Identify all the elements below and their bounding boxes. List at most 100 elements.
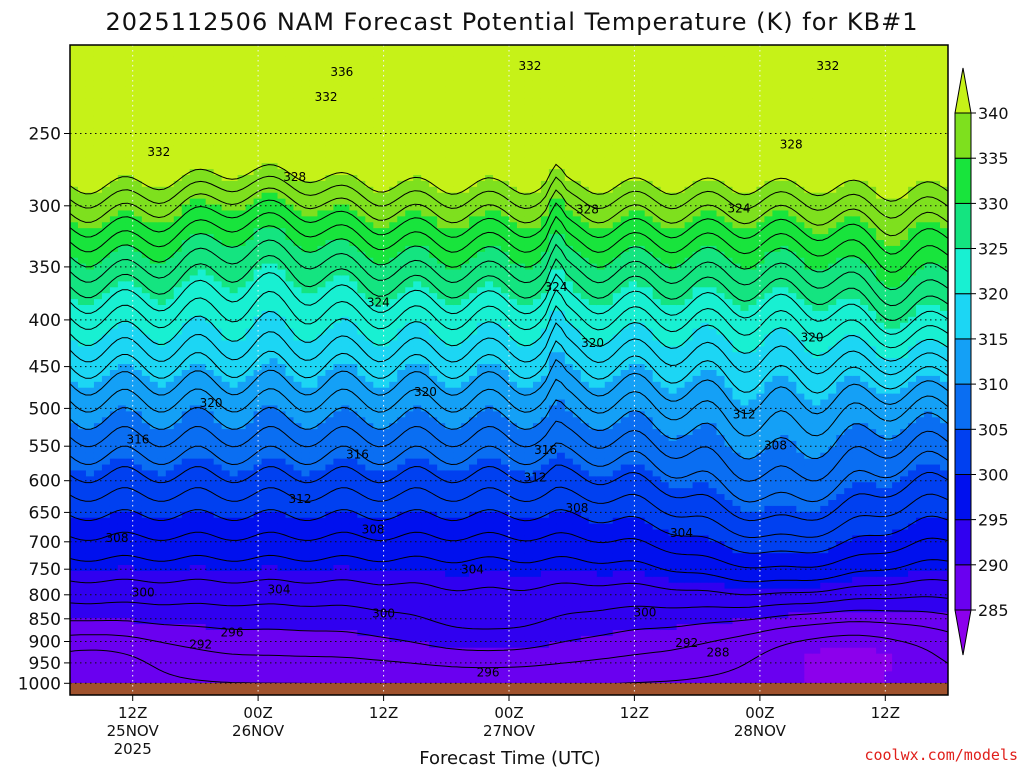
heatmap-cell — [413, 618, 422, 625]
heatmap-cell — [357, 665, 366, 672]
heatmap-cell — [245, 104, 255, 111]
heatmap-cell — [157, 240, 167, 247]
heatmap-cell — [373, 251, 382, 259]
heatmap-cell — [381, 293, 390, 300]
heatmap-cell — [117, 98, 127, 105]
heatmap-cell — [261, 606, 271, 613]
heatmap-cell — [93, 671, 103, 678]
heatmap-cell — [109, 594, 119, 602]
heatmap-cell — [381, 299, 390, 306]
heatmap-cell — [109, 305, 119, 312]
heatmap-cell — [357, 630, 366, 637]
heatmap-cell — [397, 50, 406, 58]
heatmap-cell — [365, 228, 374, 235]
heatmap-cell — [333, 547, 342, 554]
heatmap-cell — [397, 68, 406, 76]
heatmap-cell — [221, 310, 231, 318]
heatmap-cell — [189, 511, 199, 519]
heatmap-cell — [205, 482, 215, 489]
heatmap-cell — [421, 647, 430, 655]
heatmap-cell — [349, 121, 358, 129]
heatmap-cell — [205, 393, 215, 401]
heatmap-cell — [237, 606, 247, 613]
heatmap-cell — [229, 523, 239, 531]
heatmap-cell — [93, 482, 103, 489]
heatmap-cell — [157, 452, 167, 460]
heatmap-cell — [389, 133, 398, 141]
heatmap-cell — [349, 364, 358, 371]
heatmap-cell — [413, 50, 422, 58]
heatmap-cell — [365, 281, 374, 288]
heatmap-cell — [149, 535, 159, 542]
heatmap-cell — [109, 334, 119, 342]
heatmap-cell — [309, 334, 319, 342]
heatmap-cell — [189, 316, 199, 324]
heatmap-cell — [189, 186, 199, 194]
heatmap-cell — [229, 322, 239, 330]
heatmap-cell — [405, 358, 414, 365]
heatmap-cell — [221, 157, 231, 164]
heatmap-cell — [269, 98, 279, 105]
heatmap-cell — [213, 576, 223, 584]
heatmap-cell — [93, 523, 103, 531]
heatmap-cell — [261, 157, 271, 164]
heatmap-cell — [373, 647, 382, 655]
heatmap-cell — [237, 340, 247, 347]
chart-title: 2025112506 NAM Forecast Potential Temper… — [106, 8, 919, 36]
heatmap-cell — [317, 606, 327, 613]
heatmap-cell — [269, 387, 279, 395]
heatmap-cell — [333, 559, 342, 566]
heatmap-cell — [405, 494, 414, 501]
heatmap-cell — [381, 641, 390, 649]
heatmap-cell — [389, 110, 398, 117]
heatmap-cell — [357, 470, 366, 477]
heatmap-cell — [237, 429, 247, 436]
heatmap-cell — [157, 364, 167, 371]
heatmap-cell — [245, 115, 255, 123]
heatmap-cell — [229, 381, 239, 389]
heatmap-cell — [277, 316, 287, 324]
heatmap-cell — [405, 334, 414, 342]
heatmap-cell — [333, 68, 342, 76]
heatmap-cell — [189, 222, 199, 229]
heatmap-cell — [349, 458, 358, 466]
heatmap-cell — [421, 169, 430, 176]
heatmap-cell — [181, 145, 191, 152]
heatmap-cell — [165, 45, 175, 52]
heatmap-cell — [181, 50, 191, 58]
heatmap-cell — [381, 417, 390, 424]
heatmap-cell — [397, 476, 406, 483]
heatmap-cell — [301, 240, 311, 247]
heatmap-cell — [301, 98, 311, 105]
heatmap-cell — [357, 488, 366, 495]
heatmap-cell — [125, 346, 135, 353]
heatmap-cell — [277, 263, 287, 271]
heatmap-cell — [245, 541, 255, 548]
heatmap-cell — [365, 245, 374, 253]
heatmap-cell — [293, 553, 303, 560]
heatmap-cell — [405, 245, 414, 253]
heatmap-cell — [293, 529, 303, 537]
heatmap-cell — [421, 517, 430, 525]
heatmap-cell — [269, 535, 279, 542]
heatmap-cell — [205, 198, 215, 206]
heatmap-cell — [181, 411, 191, 418]
heatmap-cell — [77, 505, 87, 513]
heatmap-cell — [309, 411, 319, 418]
heatmap-cell — [389, 157, 398, 164]
heatmap-cell — [285, 198, 295, 206]
heatmap-cell — [381, 50, 390, 58]
heatmap-cell — [157, 677, 167, 684]
heatmap-cell — [70, 624, 79, 631]
heatmap-cell — [149, 287, 159, 294]
heatmap-cell — [317, 370, 327, 377]
heatmap-cell — [189, 370, 199, 377]
heatmap-cell — [261, 169, 271, 176]
heatmap-cell — [325, 446, 334, 454]
heatmap-cell — [285, 145, 295, 152]
heatmap-cell — [269, 565, 279, 572]
heatmap-cell — [389, 517, 398, 525]
heatmap-cell — [133, 511, 143, 519]
heatmap-cell — [77, 328, 87, 336]
heatmap-cell — [317, 458, 327, 466]
